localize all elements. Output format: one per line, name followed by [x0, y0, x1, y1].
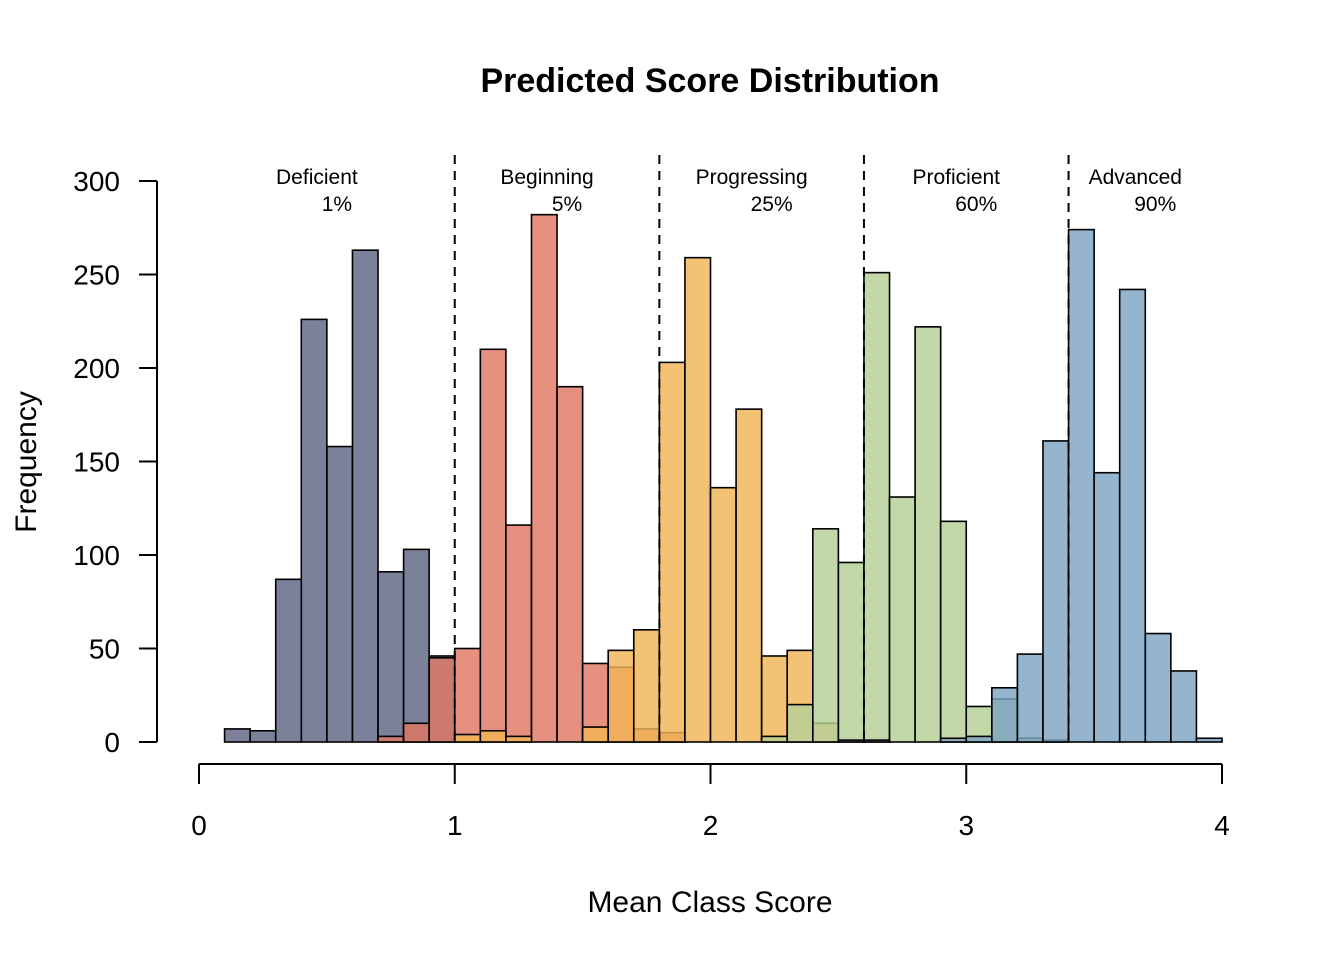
band-name-label: Advanced [1089, 166, 1182, 189]
y-axis: 0 50 100 150 200 250 300 [73, 166, 158, 758]
y-tick-label: 200 [73, 353, 120, 384]
histogram-bar [607, 649, 635, 743]
y-tick-label: 150 [73, 447, 120, 478]
histogram-bar [326, 445, 354, 743]
histogram-bar [991, 686, 1019, 743]
histogram-bar [760, 735, 789, 743]
cutoff-lines [453, 155, 1070, 742]
histogram-bar [505, 524, 533, 743]
histogram-bar [223, 728, 251, 743]
histogram-bar [479, 729, 507, 743]
histogram-bar [1144, 632, 1172, 743]
y-tick-label: 300 [73, 166, 120, 197]
chart-title: Predicted Score Distribution [480, 62, 939, 100]
histogram-bar [402, 548, 430, 743]
band-name-label: Beginning [500, 166, 593, 189]
histogram-bar [1093, 471, 1121, 743]
histogram-bar [786, 703, 814, 743]
histogram-bar [965, 735, 993, 743]
histogram-bar [837, 561, 865, 743]
histogram-bar [658, 361, 686, 743]
band-percent-label: 60% [955, 193, 997, 216]
histogram-bar [274, 578, 303, 743]
x-axis: 0 1 2 3 4 [191, 763, 1230, 841]
histogram-bar [377, 571, 405, 743]
histogram-bar [249, 729, 277, 743]
histogram-bar [556, 385, 584, 743]
histogram-bar [402, 722, 430, 743]
histogram-bars [223, 213, 1223, 743]
histogram-bar [811, 528, 840, 743]
x-axis-title: Mean Class Score [587, 886, 832, 919]
histogram-bar [1016, 653, 1044, 743]
x-tick-label: 1 [447, 810, 463, 841]
histogram-bar [351, 249, 379, 743]
y-tick-label: 100 [73, 540, 120, 571]
histogram-bar [377, 735, 405, 743]
histogram-bar [863, 271, 891, 743]
band-name-label: Deficient [276, 166, 358, 189]
band-name-label: Progressing [696, 166, 808, 189]
histogram-bar [505, 735, 533, 743]
series-1 [223, 249, 456, 743]
band-labels: Deficient 1% Beginning 5% Progressing 25% Prof… [276, 166, 1182, 216]
y-tick-label: 50 [89, 634, 120, 665]
histogram-bar [837, 739, 865, 743]
histogram-bar [479, 348, 507, 743]
x-tick-label: 3 [958, 810, 974, 841]
histogram-bar [581, 726, 610, 743]
histogram-bar [863, 739, 891, 743]
series-5 [837, 228, 1223, 743]
histogram-bar [1067, 228, 1095, 743]
histogram-bar [684, 256, 712, 743]
histogram-bar [300, 318, 328, 743]
histogram-bar [1042, 440, 1070, 743]
y-tick-label: 250 [73, 260, 120, 291]
histogram-bar [735, 408, 763, 743]
histogram-bar [632, 628, 661, 743]
histogram-bar [760, 655, 789, 743]
x-tick-label: 4 [1214, 810, 1230, 841]
y-axis-title: Frequency [10, 391, 43, 533]
histogram-bar [1195, 737, 1223, 743]
histogram-bar [1170, 670, 1198, 743]
band-percent-label: 25% [751, 193, 793, 216]
histogram-bar [453, 733, 482, 743]
histogram-bar [709, 486, 737, 743]
y-tick-label: 0 [104, 727, 120, 758]
histogram-bar [914, 326, 942, 743]
histogram-bar [939, 737, 968, 743]
x-tick-label: 2 [703, 810, 719, 841]
histogram-bar [453, 647, 482, 743]
histogram-bar [939, 520, 968, 743]
band-percent-label: 5% [552, 193, 582, 216]
histogram-bar [1118, 288, 1147, 743]
histogram-bar [428, 657, 456, 743]
band-percent-label: 90% [1134, 193, 1176, 216]
band-percent-label: 1% [322, 193, 352, 216]
histogram-bar [530, 213, 558, 743]
band-name-label: Proficient [912, 166, 1000, 189]
x-tick-label: 0 [191, 810, 207, 841]
histogram-bar [888, 496, 916, 743]
